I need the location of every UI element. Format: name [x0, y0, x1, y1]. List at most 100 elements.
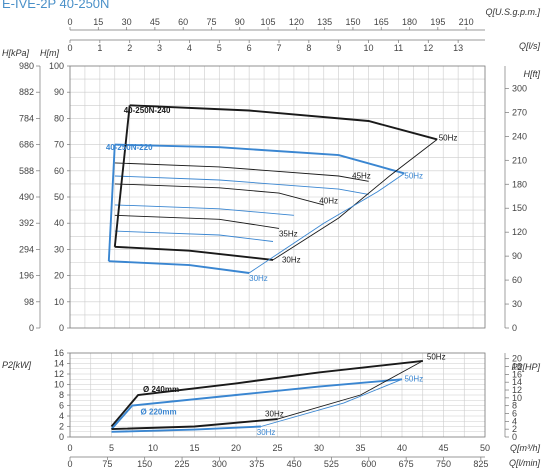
head-curve-black-bottom-edge	[114, 245, 274, 261]
lmin-tick-label: 450	[287, 459, 302, 469]
head-curve-blue-40hz	[114, 204, 294, 216]
lmin-tick-label: 150	[137, 459, 152, 469]
hp-tick-label: 16	[512, 369, 522, 379]
kpa-tick-label: 0	[29, 323, 34, 333]
head-curve-black-right-edge	[272, 139, 438, 261]
ls-tick-label: 0	[67, 43, 72, 53]
head-annotation: 40Hz	[319, 197, 338, 206]
kpa-tick-label: 784	[19, 113, 34, 123]
kpa-tick-label: 196	[19, 271, 34, 281]
gpm-tick-label: 75	[206, 17, 216, 27]
head-annotation: 50Hz	[439, 134, 458, 143]
ft-tick-label: 270	[512, 107, 527, 117]
hp-tick-label: 0	[512, 432, 517, 442]
ft-tick-label: 30	[512, 299, 522, 309]
kw-tick-label: 4	[59, 411, 64, 421]
ft-tick-label: 180	[512, 179, 527, 189]
power-annotation: Ø 220mm	[141, 407, 177, 416]
hp-tick-label: 20	[512, 354, 522, 364]
gpm-tick-label: 120	[289, 17, 304, 27]
power-curve-220-50hz	[110, 378, 403, 430]
hp-tick-label: 18	[512, 362, 522, 372]
head-curve-40-250N-240	[129, 104, 438, 141]
head-curve-black-left-edge	[113, 105, 131, 247]
lmin-axis-label: Q[l/min]	[509, 458, 541, 468]
head-curve-black-45hz	[114, 162, 369, 182]
kpa-tick-label: 882	[19, 87, 34, 97]
ft-tick-label: 120	[512, 227, 527, 237]
kpa-tick-label: 98	[24, 297, 34, 307]
gpm-tick-label: 90	[235, 17, 245, 27]
m3h-tick-label: 15	[189, 443, 199, 453]
ls-tick-label: 9	[336, 43, 341, 53]
head-curve-black-40hz	[114, 183, 324, 206]
lmin-tick-label: 825	[473, 459, 488, 469]
m-tick-label: 70	[54, 140, 64, 150]
gpm-tick-label: 150	[345, 17, 360, 27]
m3h-tick-label: 50	[480, 443, 490, 453]
head-curve-black-35hz	[114, 214, 280, 229]
hp-tick-label: 10	[512, 393, 522, 403]
hp-tick-label: 14	[512, 377, 522, 387]
head-annotation: 30Hz	[282, 256, 301, 265]
m3h-tick-label: 0	[67, 443, 72, 453]
head-curve-blue-left-edge	[107, 144, 116, 262]
ls-tick-label: 4	[187, 43, 192, 53]
hp-tick-label: 2	[512, 424, 517, 434]
gpm-tick-label: 0	[67, 17, 72, 27]
kpa-tick-label: 294	[19, 244, 34, 254]
ft-tick-label: 300	[512, 83, 527, 93]
lmin-tick-label: 675	[399, 459, 414, 469]
kw-tick-label: 12	[54, 369, 64, 379]
gpm-tick-label: 135	[317, 17, 332, 27]
hp-tick-label: 8	[512, 401, 517, 411]
m-tick-label: 60	[54, 166, 64, 176]
power-annotation: 30Hz	[265, 410, 284, 419]
kw-tick-label: 10	[54, 380, 64, 390]
lmin-tick-label: 525	[324, 459, 339, 469]
ft-tick-label: 150	[512, 203, 527, 213]
kpa-tick-label: 686	[19, 140, 34, 150]
gpm-tick-label: 45	[150, 17, 160, 27]
lmin-tick-label: 375	[249, 459, 264, 469]
kpa-tick-label: 588	[19, 166, 34, 176]
ls-tick-label: 11	[394, 43, 403, 53]
head-curve-blue-bottom-edge	[108, 260, 250, 274]
ls-tick-label: 10	[364, 43, 374, 53]
ls-axis-label: Q[l/s]	[519, 41, 541, 51]
ft-tick-label: 90	[512, 251, 522, 261]
lmin-tick-label: 300	[212, 459, 227, 469]
gpm-tick-label: 105	[261, 17, 276, 27]
lmin-tick-label: 75	[102, 459, 112, 469]
head-chart: Q[U.S.g.p.m.]0 15 30 45 60 75 90 105 120 135 150 16…	[2, 7, 540, 333]
head-annotation: 50Hz	[404, 172, 423, 181]
power-curve-240-30hz	[111, 418, 278, 431]
gpm-tick-label: 15	[93, 17, 103, 27]
head-curve-blue-45hz	[114, 175, 369, 195]
ls-tick-label: 1	[97, 43, 102, 53]
kpa-tick-label: 392	[19, 218, 34, 228]
kw-tick-label: 16	[54, 348, 64, 358]
ft-tick-label: 0	[512, 323, 517, 333]
m-tick-label: 10	[54, 297, 64, 307]
kw-tick-label: 14	[54, 359, 64, 369]
kpa-axis-label: H[kPa]	[2, 48, 30, 58]
head-annotation: 40-250N-220	[106, 143, 153, 152]
kw-axis-label: P2[kW]	[2, 360, 32, 370]
power-annotation: 50Hz	[427, 352, 446, 361]
head-curve-40-250N-220	[114, 143, 405, 175]
kpa-tick-label: 490	[19, 192, 34, 202]
gpm-tick-label: 210	[459, 17, 474, 27]
m-tick-label: 20	[54, 271, 64, 281]
power-chart: P2[kW]0246810121416P2[HP]024681012141618…	[2, 348, 540, 469]
ls-tick-label: 7	[276, 43, 281, 53]
hp-tick-label: 12	[512, 385, 522, 395]
gpm-tick-label: 30	[122, 17, 132, 27]
head-annotation: 40-250N-240	[124, 106, 171, 115]
m3h-tick-label: 35	[355, 443, 365, 453]
power-curve-240-50hz	[110, 359, 423, 428]
gpm-tick-label: 165	[374, 17, 389, 27]
hp-tick-label: 6	[512, 409, 517, 419]
power-annotation: 50Hz	[404, 374, 423, 383]
